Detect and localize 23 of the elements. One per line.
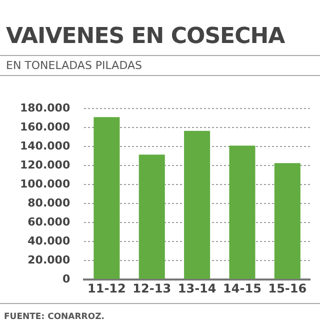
y-tick-label: 40.000 bbox=[28, 234, 70, 248]
bar bbox=[138, 154, 165, 279]
y-tick-label: 60.000 bbox=[28, 215, 70, 228]
bar bbox=[184, 130, 210, 279]
x-tick-label: 11-12 bbox=[87, 282, 126, 296]
y-tick-label: 100.000 bbox=[20, 177, 70, 190]
y-tick-label: 180.000 bbox=[20, 101, 70, 114]
chart-title: VAIVENES EN COSECHA bbox=[6, 24, 286, 49]
bar bbox=[94, 117, 120, 279]
x-tick-label: 12-13 bbox=[132, 282, 172, 296]
y-tick-label: 80.000 bbox=[28, 196, 70, 210]
chart-subtitle: EN TONELADAS PILADAS bbox=[0, 55, 320, 76]
bar bbox=[274, 163, 300, 279]
y-tick-label: 0 bbox=[62, 272, 70, 286]
y-tick-label: 160.000 bbox=[20, 120, 70, 134]
x-tick-label: 15-16 bbox=[268, 282, 307, 296]
y-tick-label: 20.000 bbox=[28, 253, 70, 266]
y-tick-label: 140.000 bbox=[20, 139, 70, 152]
bar bbox=[229, 146, 256, 279]
x-tick-label: 14-15 bbox=[223, 282, 262, 296]
y-tick-label: 120.000 bbox=[20, 158, 70, 172]
x-tick-label: 13-14 bbox=[178, 282, 216, 296]
source-note: FUENTE: CONARROZ. bbox=[0, 303, 320, 330]
